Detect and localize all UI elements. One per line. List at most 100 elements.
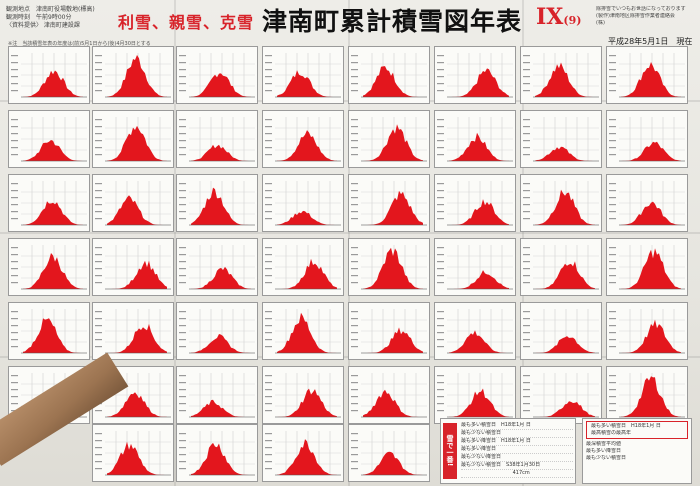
legend-line	[609, 254, 616, 256]
legend-line	[11, 197, 18, 199]
legend-line	[437, 410, 444, 412]
legend-line	[609, 83, 616, 85]
snow-depth-chart	[609, 245, 685, 290]
legend-line	[265, 190, 272, 192]
snow-depth-area	[535, 336, 595, 353]
snow-depth-area	[23, 318, 83, 353]
legend-line	[11, 204, 18, 206]
legend-line	[265, 147, 272, 149]
legend-line	[11, 133, 18, 135]
legend-line	[609, 311, 616, 313]
legend-line	[437, 140, 444, 142]
legend-line	[523, 282, 530, 284]
legend-line	[11, 382, 18, 384]
legend-line	[265, 375, 272, 377]
legend-line	[95, 332, 102, 334]
legend-line	[523, 261, 530, 263]
legend-line	[95, 204, 102, 206]
legend-line	[609, 204, 616, 206]
legend-rows: 最も多い積雪日 H18年1月 日 最も少ない積雪日 最も多い降雪日 H18年1月…	[461, 422, 573, 478]
snow-depth-panel	[606, 46, 688, 104]
legend-line	[11, 282, 18, 284]
snow-depth-chart	[437, 245, 513, 290]
header-info: 観測地点 津南町役場敷地(標高) 観測時刻 午前9時00分 〈資料提供〉 津南町…	[6, 6, 106, 30]
legend-line	[265, 325, 272, 327]
snow-depth-area	[23, 201, 83, 225]
legend-line	[179, 55, 186, 57]
legend-line	[265, 211, 272, 213]
legend-line	[523, 247, 530, 249]
legend-line	[179, 76, 186, 78]
legend-line	[523, 69, 530, 71]
snow-depth-area	[449, 270, 509, 289]
legend-line	[265, 62, 272, 64]
snow-depth-panel	[348, 366, 430, 424]
legend-line	[351, 190, 358, 192]
snow-depth-area	[363, 247, 423, 289]
header-info-line: 〈資料提供〉 津南町建設課	[6, 22, 80, 29]
snow-depth-panel	[434, 366, 516, 424]
legend-line	[437, 339, 444, 341]
snow-depth-area	[277, 258, 337, 289]
snow-depth-area	[107, 260, 167, 289]
legend-line	[11, 403, 18, 405]
snow-depth-chart	[95, 53, 171, 98]
legend-line	[351, 468, 358, 470]
legend-line	[11, 254, 18, 256]
snow-depth-panel	[176, 238, 258, 296]
snow-depth-area	[277, 70, 337, 97]
legend-row: 最も多い積雪日 H18年1月 日	[461, 422, 573, 430]
snow-depth-chart	[609, 53, 685, 98]
snow-depth-area	[449, 388, 509, 417]
legend-line	[11, 76, 18, 78]
snow-depth-panel	[520, 238, 602, 296]
legend-line	[265, 396, 272, 398]
snow-depth-chart	[95, 181, 171, 226]
snow-depth-area	[535, 401, 595, 417]
snow-depth-chart	[523, 181, 599, 226]
legend-line	[437, 318, 444, 320]
legend-line	[609, 190, 616, 192]
legend-line	[11, 69, 18, 71]
legend-line	[179, 440, 186, 442]
legend-line	[265, 440, 272, 442]
legend-line	[351, 275, 358, 277]
snow-depth-area	[449, 330, 509, 353]
legend-line	[437, 332, 444, 334]
legend-line	[523, 268, 530, 270]
legend-line	[265, 119, 272, 121]
legend-line	[437, 190, 444, 192]
legend-line	[351, 218, 358, 220]
legend-line	[523, 183, 530, 185]
legend-line	[523, 382, 530, 384]
legend-line	[609, 126, 616, 128]
legend-line	[179, 197, 186, 199]
legend-line	[351, 311, 358, 313]
snow-depth-panel	[92, 302, 174, 360]
legend-line	[179, 339, 186, 341]
legend-line	[437, 268, 444, 270]
snow-depth-area	[363, 190, 423, 225]
snow-depth-chart	[351, 431, 427, 476]
legend-line	[351, 339, 358, 341]
legend-line	[265, 247, 272, 249]
legend-line	[523, 339, 530, 341]
snow-depth-area	[449, 199, 509, 225]
snow-depth-panel	[348, 302, 430, 360]
legend-line	[265, 318, 272, 320]
legend-line	[265, 433, 272, 435]
snow-depth-chart	[265, 53, 341, 98]
legend-line	[437, 119, 444, 121]
legend-line	[351, 346, 358, 348]
legend-line	[11, 396, 18, 398]
snow-depth-chart	[179, 431, 255, 476]
header-slogan: 利雪、親雪、克雪	[118, 13, 255, 32]
legend-line	[179, 375, 186, 377]
snow-depth-panel	[92, 238, 174, 296]
legend-line	[179, 204, 186, 206]
legend-line	[437, 282, 444, 284]
legend-line	[265, 76, 272, 78]
legend-line	[351, 382, 358, 384]
legend-line	[351, 454, 358, 456]
